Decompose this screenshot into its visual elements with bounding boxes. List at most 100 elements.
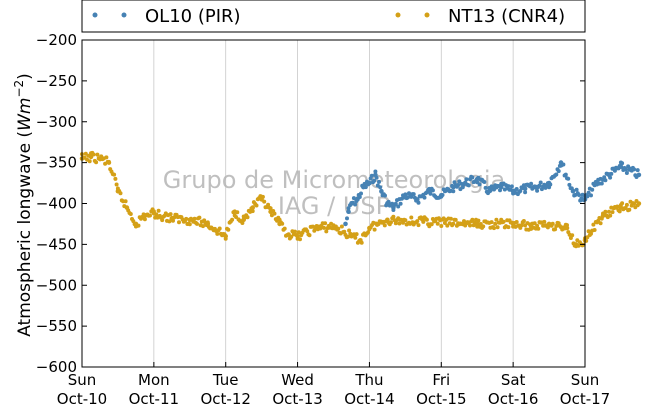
- data-point: [373, 172, 378, 178]
- data-point: [361, 184, 366, 190]
- scatter-point: [245, 215, 250, 220]
- x-tick-label-day: Sat: [501, 371, 526, 389]
- scatter-point: [532, 221, 537, 226]
- scatter-point: [550, 221, 555, 226]
- data-point: [534, 184, 540, 190]
- scatter-point: [624, 202, 629, 207]
- data-point: [618, 205, 624, 210]
- data-point: [573, 242, 579, 247]
- scatter-point: [184, 216, 189, 221]
- data-point: [241, 217, 246, 223]
- scatter-point: [529, 181, 534, 186]
- watermark: Grupo de Micrometeorologia IAG / USP: [163, 166, 505, 220]
- data-point: [250, 205, 255, 210]
- y-tick-label: −550: [36, 317, 77, 335]
- scatter-point: [421, 219, 426, 224]
- data-point: [546, 221, 552, 227]
- scatter-point: [607, 209, 611, 214]
- scatter-point: [234, 215, 238, 219]
- scatter-point: [514, 187, 519, 191]
- data-point: [600, 213, 606, 219]
- scatter-point: [403, 218, 408, 223]
- x-tick-label-date: Oct-16: [488, 390, 538, 408]
- scatter-point: [429, 222, 434, 227]
- scatter-point: [87, 159, 92, 164]
- scatter-point: [192, 216, 197, 221]
- data-point: [97, 156, 103, 161]
- scatter-point: [296, 230, 301, 235]
- scatter-point: [272, 211, 277, 216]
- scatter-point: [113, 176, 118, 181]
- scatter-point: [509, 184, 514, 189]
- data-point: [451, 184, 456, 190]
- scatter-point: [602, 175, 607, 180]
- scatter-point: [514, 220, 519, 224]
- scatter-point: [632, 167, 637, 172]
- data-point: [439, 193, 444, 198]
- scatter-point: [112, 172, 117, 177]
- x-tick-label-day: Wed: [281, 371, 314, 389]
- scatter-point: [411, 192, 416, 197]
- x-tick-label-date: Oct-13: [272, 390, 322, 408]
- scatter-point: [389, 220, 393, 225]
- scatter-point: [535, 188, 540, 193]
- scatter-point: [586, 190, 591, 195]
- scatter-point: [230, 217, 235, 222]
- data-point: [223, 233, 228, 239]
- scatter-point: [439, 224, 444, 228]
- scatter-point: [195, 221, 199, 226]
- y-tick-label: −200: [36, 31, 77, 49]
- scatter-point: [494, 217, 499, 222]
- data-point: [268, 209, 273, 214]
- data-point: [259, 197, 264, 202]
- scatter-point: [177, 220, 181, 225]
- scatter-point: [483, 185, 488, 190]
- scatter-point: [466, 183, 471, 188]
- scatter-point: [250, 209, 255, 214]
- scatter-point: [523, 190, 528, 195]
- scatter-point: [416, 200, 421, 205]
- scatter-point: [617, 209, 622, 214]
- scatter-point: [451, 189, 456, 194]
- scatter-point: [448, 216, 453, 221]
- scatter-point: [589, 193, 593, 198]
- grid: [153, 40, 514, 367]
- scatter-point: [353, 235, 358, 240]
- scatter-point: [321, 225, 326, 230]
- scatter-point: [397, 221, 402, 226]
- scatter-point: [197, 215, 202, 220]
- data-point: [331, 224, 336, 229]
- data-point: [510, 221, 516, 227]
- y-tick-label: −600: [36, 358, 77, 376]
- scatter-point: [477, 182, 482, 187]
- scatter-point: [128, 212, 133, 216]
- data-point: [346, 209, 351, 214]
- data-point: [486, 188, 492, 194]
- scatter-point: [476, 218, 481, 223]
- scatter-point: [521, 219, 526, 223]
- scatter-point: [416, 223, 421, 228]
- legend: OL10 (PIR) NT13 (CNR4): [81, 0, 586, 33]
- scatter-point: [354, 232, 359, 237]
- scatter-point: [538, 180, 543, 185]
- scatter-point: [391, 214, 396, 219]
- data-point: [606, 172, 612, 178]
- data-point: [636, 172, 642, 178]
- data-point: [367, 225, 372, 231]
- y-axis-title: Atmospheric longwave (Wm−2): [12, 73, 35, 337]
- scatter-point: [372, 178, 377, 183]
- scatter-point: [396, 204, 401, 209]
- data-point: [462, 180, 468, 186]
- scatter-point: [623, 167, 628, 172]
- x-tick-label-date: Oct-15: [416, 390, 466, 408]
- scatter-point: [585, 194, 590, 199]
- data-point: [636, 201, 642, 206]
- scatter-point: [266, 202, 271, 207]
- scatter-point: [351, 196, 356, 201]
- data-point: [205, 221, 211, 227]
- scatter-point: [442, 221, 447, 225]
- scatter-point: [489, 220, 494, 225]
- series-0: [343, 160, 642, 227]
- scatter-point: [495, 225, 500, 230]
- scatter-point: [422, 195, 427, 200]
